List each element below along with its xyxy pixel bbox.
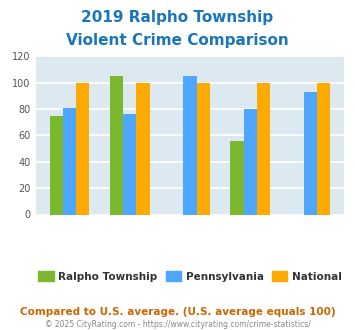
Bar xyxy=(230,141,244,214)
Bar xyxy=(76,82,89,214)
Text: © 2025 CityRating.com - https://www.cityrating.com/crime-statistics/: © 2025 CityRating.com - https://www.city… xyxy=(45,320,310,329)
Bar xyxy=(317,82,330,214)
Text: Compared to U.S. average. (U.S. average equals 100): Compared to U.S. average. (U.S. average … xyxy=(20,307,335,317)
Bar xyxy=(244,109,257,214)
Legend: Ralpho Township, Pennsylvania, National: Ralpho Township, Pennsylvania, National xyxy=(34,267,346,286)
Bar xyxy=(257,82,270,214)
Bar xyxy=(123,114,136,214)
Bar xyxy=(50,115,63,214)
Bar xyxy=(197,82,210,214)
Bar xyxy=(110,76,123,215)
Bar xyxy=(183,76,197,215)
Bar xyxy=(63,108,76,214)
Text: Violent Crime Comparison: Violent Crime Comparison xyxy=(66,33,289,48)
Text: 2019 Ralpho Township: 2019 Ralpho Township xyxy=(81,10,274,25)
Bar xyxy=(136,82,149,214)
Bar xyxy=(304,92,317,214)
